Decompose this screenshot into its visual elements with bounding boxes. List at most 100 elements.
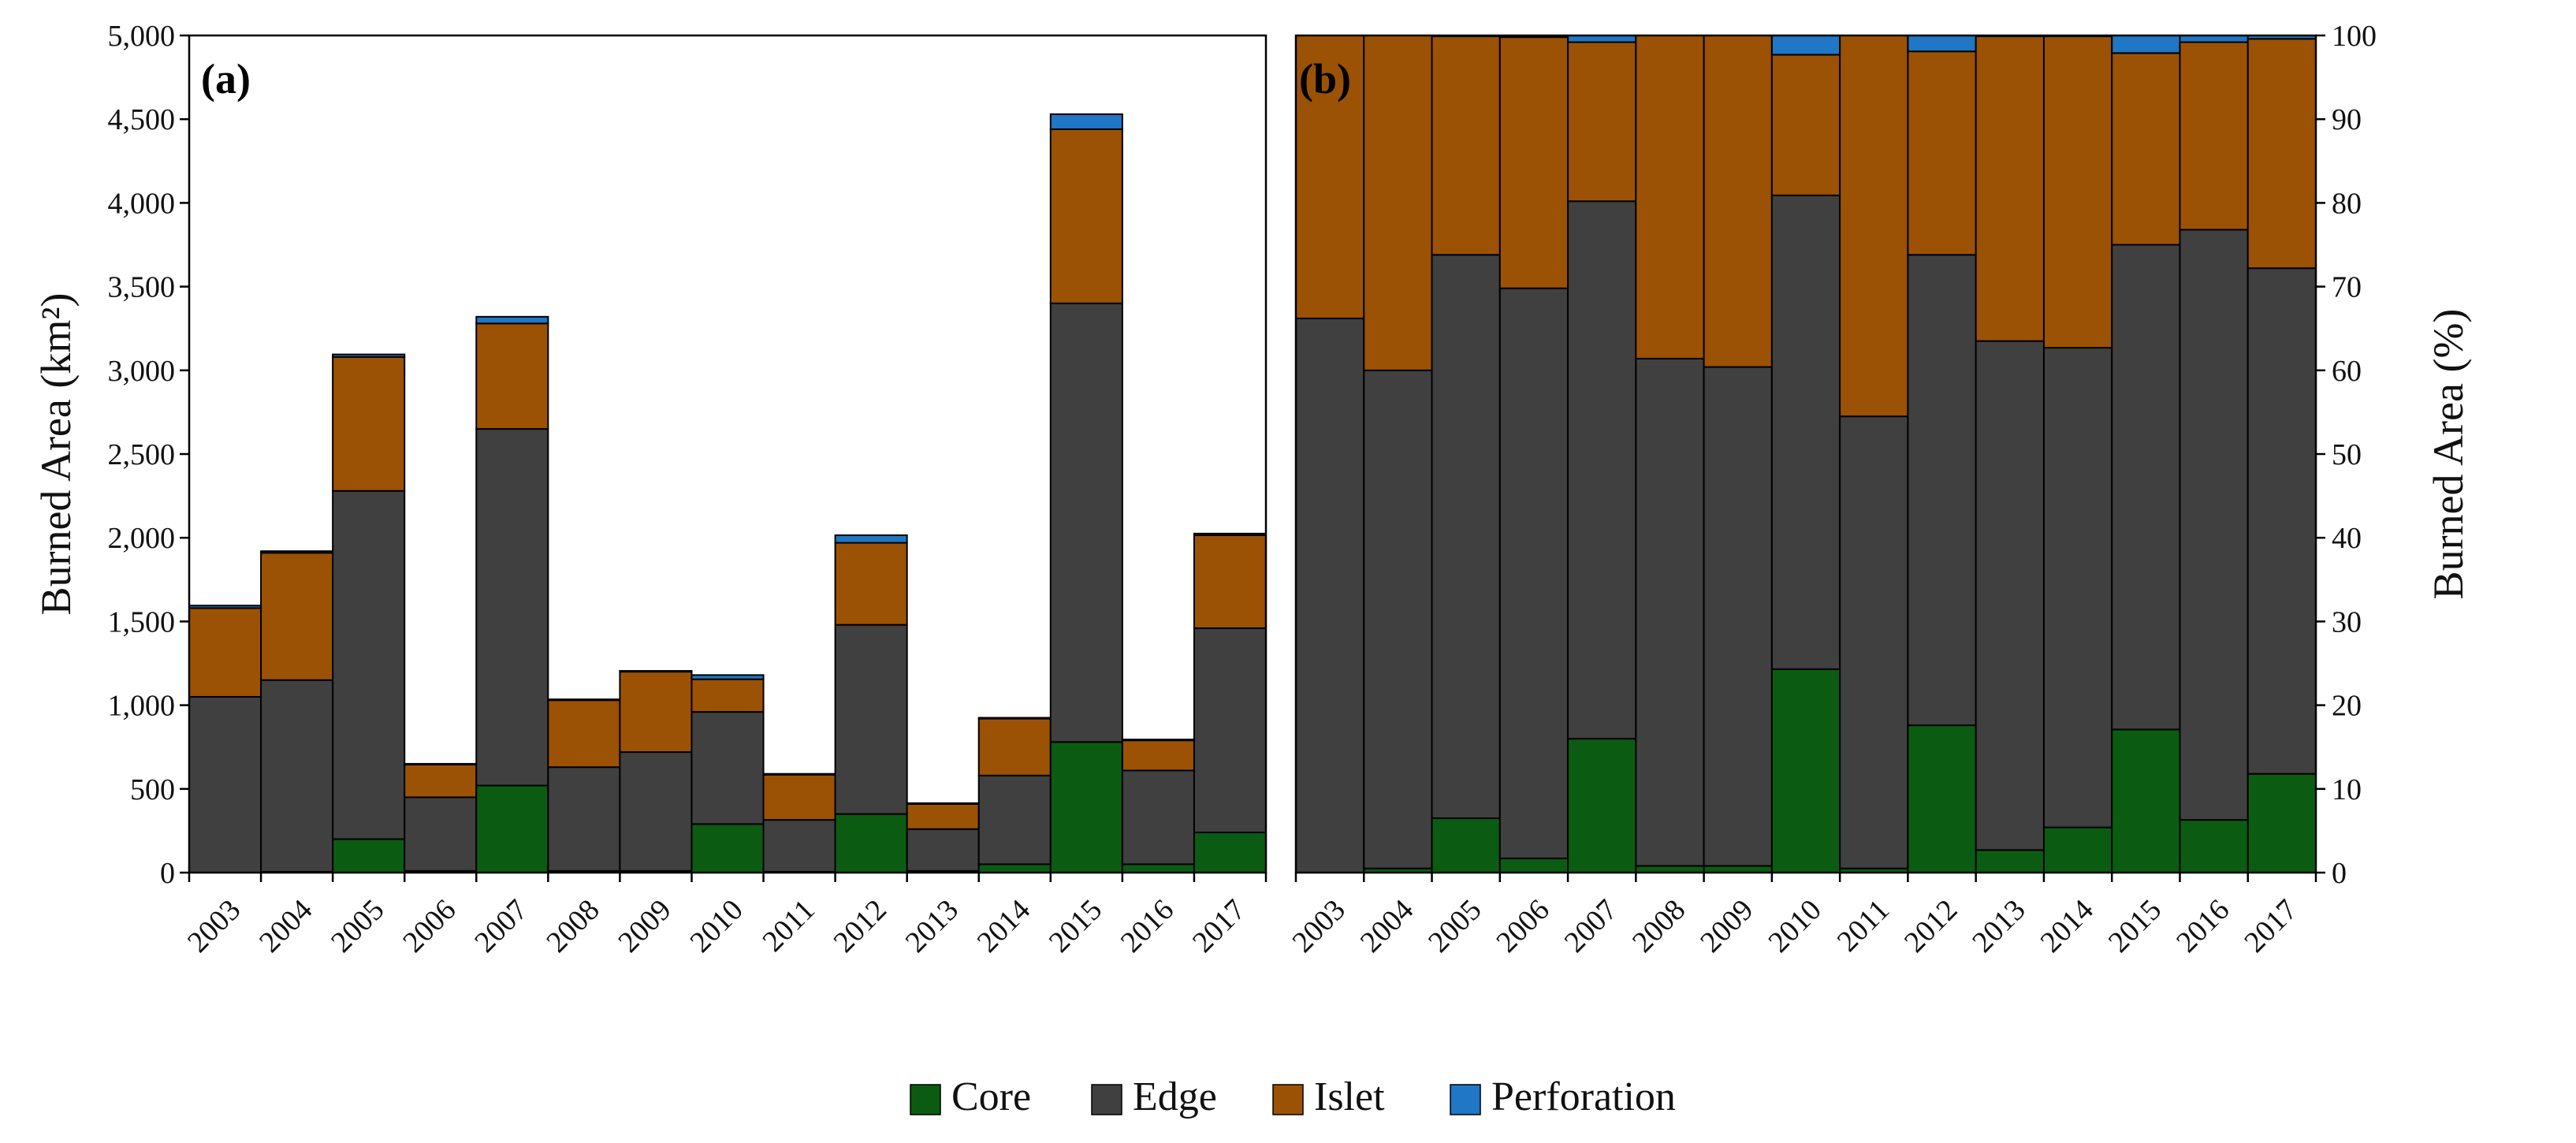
bar-edge-2015 — [1049, 302, 1123, 743]
bar-core-2014 — [977, 863, 1052, 874]
bar-edge-2015 — [2111, 244, 2181, 731]
y-tick-label: 0 — [160, 857, 175, 890]
x-tick-label: 2017 — [1186, 893, 1252, 959]
bar-core-2007 — [1567, 738, 1637, 874]
bar-perforation-2013 — [906, 802, 980, 805]
legend-label-perforation: Perforation — [1491, 1074, 1676, 1119]
bar-islet-2004 — [1363, 35, 1433, 371]
legend-label-edge: Edge — [1133, 1074, 1217, 1119]
bar-edge-2012 — [1907, 254, 1977, 727]
bar-edge-2003 — [1295, 317, 1365, 873]
bar-islet-2016 — [2179, 41, 2249, 231]
y-tick-label: 20 — [2332, 690, 2362, 723]
y-tick-label: 0 — [2332, 857, 2347, 890]
y-tick-label: 90 — [2332, 103, 2362, 136]
x-tick-label: 2012 — [1898, 893, 1964, 959]
bar-edge-2017 — [2247, 267, 2317, 775]
bar-edge-2016 — [1121, 769, 1195, 866]
bar-islet-2011 — [1839, 35, 1909, 418]
bar-edge-2014 — [977, 774, 1052, 866]
bar-perforation-2004 — [260, 550, 334, 554]
bar-perforation-2016 — [1121, 739, 1195, 742]
bar-edge-2011 — [762, 819, 836, 873]
bar-perforation-2016 — [2179, 35, 2249, 43]
bar-perforation-2012 — [834, 534, 908, 544]
bar-core-2013 — [1975, 849, 2045, 874]
bar-islet-2016 — [1121, 739, 1195, 772]
bar-perforation-2012 — [1907, 35, 1977, 53]
bar-edge-2003 — [188, 695, 262, 873]
bar-core-2007 — [475, 784, 549, 873]
bar-islet-2006 — [1498, 36, 1569, 289]
legend-label-islet: Islet — [1314, 1074, 1385, 1119]
bar-islet-2015 — [2111, 52, 2181, 246]
bar-edge-2008 — [1635, 357, 1705, 867]
x-tick-label: 2005 — [1422, 893, 1487, 959]
bar-core-2005 — [1431, 817, 1501, 873]
bar-edge-2005 — [332, 490, 406, 840]
y-tick-label: 2,500 — [108, 438, 176, 471]
y-axis-title-b: Burned Area (%) — [2425, 309, 2472, 600]
x-tick-label: 2016 — [2170, 893, 2235, 959]
legend: Core Edge Islet Perforation — [910, 1074, 1676, 1119]
bar-islet-2005 — [332, 356, 406, 492]
bar-perforation-2010 — [1770, 35, 1841, 56]
bar-islet-2014 — [977, 717, 1052, 776]
bar-islet-2007 — [1567, 41, 1637, 203]
bar-core-2015 — [1049, 741, 1123, 873]
bar-edge-2005 — [1431, 254, 1501, 819]
y-tick-label: 1,000 — [108, 690, 176, 723]
bar-edge-2013 — [1975, 340, 2045, 851]
bar-edge-2017 — [1193, 627, 1268, 834]
y-tick-label: 10 — [2332, 773, 2362, 806]
x-tick-label: 2014 — [2034, 893, 2099, 959]
x-tick-label: 2009 — [1694, 893, 1759, 959]
bar-edge-2014 — [2042, 347, 2113, 828]
bar-islet-2003 — [1295, 35, 1365, 319]
x-tick-label: 2007 — [468, 893, 534, 959]
x-tick-label: 2004 — [253, 893, 318, 959]
y-tick-label: 30 — [2332, 605, 2362, 639]
bar-perforation-2008 — [547, 698, 621, 702]
bar-islet-2006 — [404, 764, 478, 799]
x-tick-label: 2007 — [1558, 893, 1624, 959]
legend-swatch-islet — [1272, 1084, 1304, 1115]
x-tick-label: 2015 — [2102, 893, 2168, 959]
y-tick-label: 60 — [2332, 355, 2362, 388]
y-tick-label: 70 — [2332, 271, 2362, 304]
x-tick-label: 2011 — [756, 893, 821, 958]
x-tick-label: 2011 — [1831, 893, 1896, 958]
bar-edge-2006 — [404, 796, 478, 872]
x-tick-label: 2010 — [683, 893, 749, 959]
bar-islet-2008 — [1635, 35, 1705, 359]
y-tick-label: 3,000 — [108, 355, 176, 388]
x-tick-label: 2012 — [828, 893, 893, 959]
bar-core-2015 — [2111, 728, 2181, 874]
bar-core-2017 — [1193, 832, 1268, 874]
bar-core-2016 — [2179, 819, 2249, 873]
bar-islet-2010 — [1770, 54, 1841, 196]
bar-core-2008 — [1635, 865, 1705, 874]
bar-perforation-2017 — [1193, 532, 1268, 537]
x-tick-label: 2008 — [1626, 893, 1692, 959]
bar-edge-2004 — [260, 679, 334, 873]
bar-islet-2009 — [619, 671, 693, 754]
x-tick-label: 2016 — [1115, 893, 1180, 959]
y-tick-label: 80 — [2332, 187, 2362, 220]
bar-edge-2006 — [1498, 287, 1569, 859]
bar-perforation-2003 — [188, 605, 262, 609]
x-tick-label: 2003 — [1286, 893, 1352, 959]
x-tick-label: 2014 — [971, 893, 1037, 959]
x-tick-label: 2006 — [1490, 893, 1555, 959]
bar-core-2012 — [1907, 724, 1977, 874]
bar-islet-2008 — [547, 699, 621, 769]
bar-islet-2013 — [906, 802, 980, 830]
bar-perforation-2014 — [977, 717, 1052, 720]
bar-edge-2010 — [691, 711, 765, 825]
bar-edge-2012 — [834, 624, 908, 815]
x-tick-label: 2005 — [325, 893, 390, 959]
y-axis-title-a: Burned Area (km²) — [32, 292, 80, 615]
bar-islet-2005 — [1431, 35, 1501, 256]
x-tick-label: 2017 — [2238, 893, 2303, 959]
